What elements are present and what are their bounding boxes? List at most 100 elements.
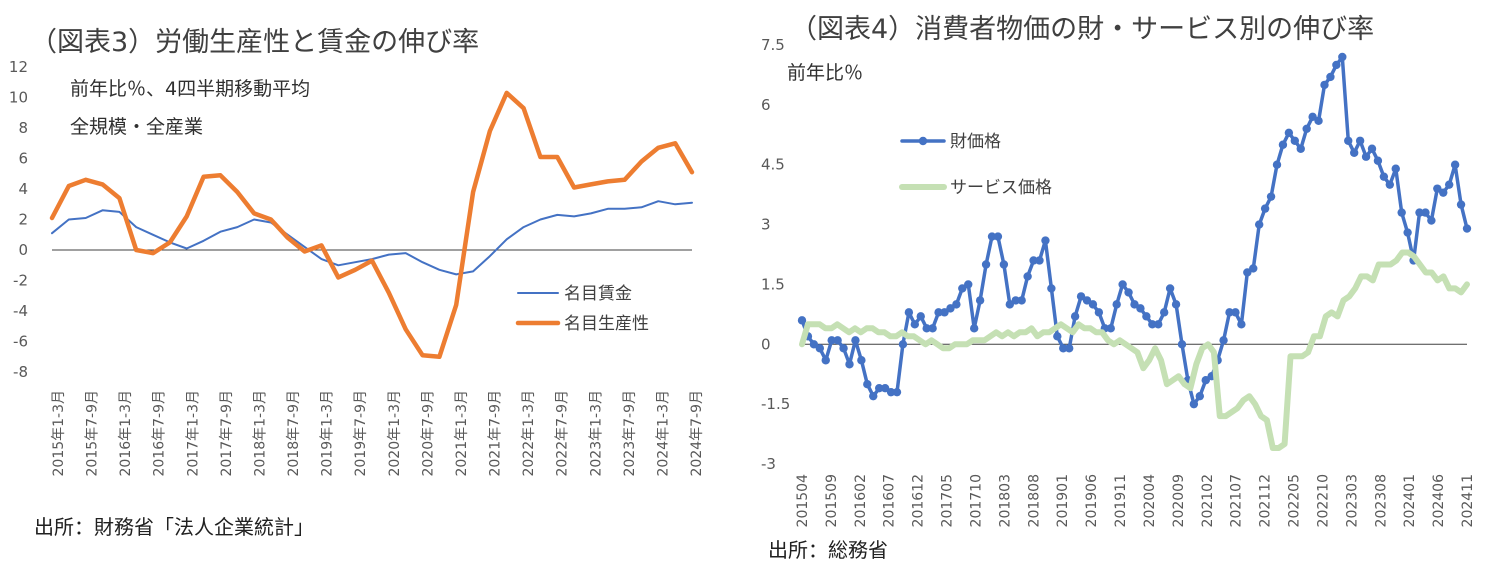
data-point bbox=[1373, 156, 1383, 165]
y-tick-label: 0 bbox=[18, 241, 28, 259]
data-point bbox=[1195, 391, 1205, 401]
data-point bbox=[1444, 180, 1454, 189]
data-point bbox=[1136, 304, 1145, 313]
data-point bbox=[851, 336, 860, 345]
data-point bbox=[821, 356, 830, 365]
data-point bbox=[1367, 144, 1377, 153]
data-point bbox=[880, 383, 890, 393]
x-tick-label: 2020年1-3月 bbox=[387, 390, 403, 477]
data-point bbox=[892, 387, 902, 397]
data-point bbox=[1053, 332, 1062, 341]
x-tick-label: 202303 bbox=[1344, 474, 1360, 527]
data-point bbox=[1112, 300, 1121, 309]
x-tick-label: 2016年1-3月 bbox=[118, 390, 134, 477]
data-point bbox=[1344, 136, 1353, 145]
data-point bbox=[1456, 200, 1466, 209]
y-tick-label: 0 bbox=[761, 335, 771, 353]
data-point bbox=[958, 284, 967, 293]
data-point bbox=[1450, 160, 1460, 169]
y-tick-label: 6 bbox=[18, 150, 28, 168]
data-point bbox=[975, 296, 985, 305]
x-tick-label: 201803 bbox=[997, 474, 1013, 527]
data-point bbox=[1142, 312, 1151, 321]
chart-title: （図表4）消費者物価の財・サービス別の伸び率 bbox=[790, 14, 1375, 45]
data-point bbox=[987, 232, 997, 241]
data-point bbox=[1421, 208, 1430, 217]
x-tick-label: 2024年1-3月 bbox=[655, 390, 671, 477]
data-point bbox=[1260, 204, 1270, 213]
data-point bbox=[1118, 280, 1127, 289]
x-tick-label: 201906 bbox=[1084, 474, 1100, 528]
data-point bbox=[1379, 172, 1389, 181]
data-point bbox=[1284, 128, 1294, 137]
x-tick-label: 2020年7-9月 bbox=[420, 390, 436, 477]
data-point bbox=[1064, 344, 1074, 353]
x-tick-label: 201808 bbox=[1026, 474, 1042, 527]
x-tick-label: 202401 bbox=[1402, 474, 1418, 527]
data-point bbox=[1124, 288, 1133, 297]
data-point bbox=[964, 280, 973, 289]
y-tick-label: 4.5 bbox=[761, 156, 785, 174]
data-point bbox=[874, 383, 884, 393]
data-point bbox=[827, 336, 836, 345]
data-point bbox=[1266, 192, 1276, 201]
x-tick-label: 2016年7-9月 bbox=[152, 390, 168, 477]
legend-marker bbox=[918, 136, 928, 146]
data-point bbox=[1011, 296, 1020, 305]
data-point bbox=[1231, 308, 1240, 317]
data-point bbox=[1225, 308, 1234, 317]
data-point bbox=[1361, 152, 1371, 161]
data-point bbox=[1308, 112, 1317, 122]
y-tick-label: -6 bbox=[13, 333, 28, 351]
data-point bbox=[1017, 296, 1026, 305]
data-point bbox=[1338, 52, 1347, 62]
data-point bbox=[1320, 80, 1329, 90]
line-chart-wages-productivity: 12 10 8 6 4 2 0 -2 -4 -6 -8 2015年1-3月 2015年7-9月 2016年… bbox=[9, 58, 705, 477]
data-point bbox=[1171, 300, 1181, 309]
data-point bbox=[1023, 272, 1032, 281]
data-point bbox=[1029, 256, 1038, 265]
data-point bbox=[946, 304, 955, 313]
x-tick-label: 202210 bbox=[1315, 474, 1331, 527]
y-tick-label: 7.5 bbox=[761, 36, 785, 54]
data-point bbox=[969, 324, 979, 333]
chart-panel-labor-productivity: （図表3）労働生産性と賃金の伸び率 12 10 8 6 4 2 0 -2 -4 -6 -8 2015年… bbox=[0, 0, 730, 557]
y-tick-label: 4 bbox=[18, 180, 28, 198]
data-point bbox=[1177, 340, 1187, 349]
x-tick-label: 2022年7-9月 bbox=[555, 390, 571, 477]
line-chart-goods-services: 7.5 6 4.5 3 1.5 0 -1.5 -3 201504 201509 201602 2016… bbox=[761, 36, 1476, 528]
x-tick-label: 201911 bbox=[1113, 474, 1129, 527]
data-point bbox=[1088, 300, 1098, 309]
legend-label: 財価格 bbox=[950, 132, 1001, 152]
data-point bbox=[1059, 344, 1068, 353]
data-point bbox=[898, 340, 908, 349]
data-point bbox=[839, 344, 848, 353]
data-point bbox=[1326, 72, 1335, 82]
legend-label: 名目生産性 bbox=[564, 314, 649, 334]
data-point bbox=[1403, 228, 1412, 237]
data-point bbox=[1076, 292, 1086, 301]
data-point bbox=[1106, 324, 1115, 333]
data-point bbox=[934, 308, 943, 317]
y-tick-label: -3 bbox=[761, 455, 776, 473]
source-note: 出所：総務省 bbox=[768, 538, 888, 562]
data-point bbox=[916, 312, 925, 321]
series-line-2 bbox=[799, 249, 1470, 451]
x-tick-label: 2021年7-9月 bbox=[488, 390, 504, 477]
data-point bbox=[1249, 264, 1258, 273]
x-tick-label: 2022年1-3月 bbox=[521, 390, 537, 477]
legend-label: 名目賃金 bbox=[564, 284, 632, 304]
x-tick-label: 202009 bbox=[1171, 474, 1187, 527]
y-tick-label: 8 bbox=[18, 119, 28, 137]
x-tick-label: 201602 bbox=[853, 474, 869, 527]
x-tick-label: 201504 bbox=[795, 474, 811, 528]
x-tick-label: 2018年1-3月 bbox=[252, 390, 268, 477]
data-point bbox=[999, 260, 1009, 269]
data-point bbox=[1302, 124, 1311, 133]
data-point bbox=[833, 336, 842, 345]
y-tick-label: -1.5 bbox=[761, 395, 790, 413]
y-tick-label: 2 bbox=[18, 211, 28, 229]
x-tick-label: 2023年7-9月 bbox=[622, 390, 638, 477]
x-tick-label: 202102 bbox=[1200, 474, 1216, 527]
x-tick-label: 202205 bbox=[1287, 474, 1303, 527]
